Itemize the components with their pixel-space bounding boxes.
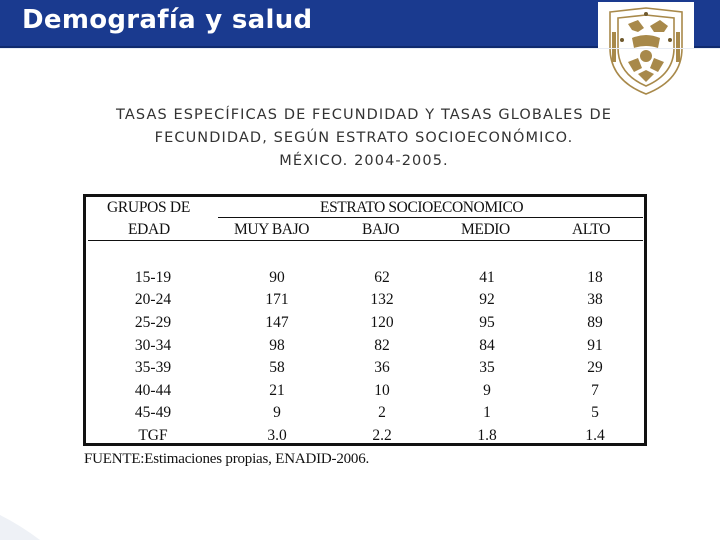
- slide-title-line: TASAS ESPECÍFICAS DE FECUNDIDAD Y TASAS …: [116, 107, 612, 123]
- table-cell: 84: [479, 337, 495, 354]
- table-cell: 21: [269, 382, 285, 399]
- row-label: 40-44: [134, 382, 172, 399]
- table-cell: 36: [374, 359, 390, 376]
- table-cell: 98: [269, 337, 285, 354]
- column-header-bajo: BAJO: [362, 221, 400, 238]
- table-cell: 41: [479, 269, 495, 286]
- row-label: TGF: [138, 427, 168, 444]
- table-cell: 2: [378, 404, 386, 421]
- slide-title-line: MÉXICO. 2004-2005.: [279, 153, 449, 169]
- table-cell: 9: [483, 382, 491, 399]
- row-label: 35-39: [134, 359, 172, 376]
- table-cell: 7: [591, 382, 599, 399]
- table-cell: 58: [269, 359, 285, 376]
- table-cell: 91: [587, 337, 603, 354]
- table-cell: 1.8: [477, 427, 497, 444]
- table-cell: 35: [479, 359, 495, 376]
- table-cell: 95: [479, 314, 495, 331]
- table-cell: 90: [269, 269, 285, 286]
- group-header-stratum: ESTRATO SOCIOECONOMICO: [320, 199, 524, 216]
- table-cell: 92: [479, 291, 495, 308]
- page-title: Demografía y salud: [22, 5, 313, 35]
- header-rule: [218, 217, 643, 218]
- table-cell: 120: [370, 314, 394, 331]
- table-cell: 9: [273, 404, 281, 421]
- fertility-table: [83, 194, 647, 446]
- row-label: 20-24: [134, 291, 172, 308]
- table-cell: 132: [370, 291, 394, 308]
- table-cell: 1.4: [585, 427, 605, 444]
- column-header-muy-bajo: MUY BAJO: [234, 221, 310, 238]
- slide-title-line: FECUNDIDAD, SEGÚN ESTRATO SOCIOECONÓMICO…: [154, 130, 574, 146]
- table-cell: 10: [374, 382, 390, 399]
- table-cell: 1: [483, 404, 491, 421]
- table-cell: 147: [265, 314, 289, 331]
- table-cell: 82: [374, 337, 390, 354]
- header-rule: [88, 240, 643, 241]
- decorative-swoosh: [0, 515, 40, 540]
- table-cell: 29: [587, 359, 603, 376]
- column-header-medio: MEDIO: [461, 221, 510, 238]
- row-header-groups: GRUPOS DE: [107, 199, 190, 216]
- table-cell: 18: [587, 269, 603, 286]
- slide-title: TASAS ESPECÍFICAS DE FECUNDIDAD Y TASAS …: [100, 104, 628, 173]
- table-cell: 2.2: [372, 427, 392, 444]
- row-header-age: EDAD: [128, 221, 170, 238]
- table-cell: 5: [591, 404, 599, 421]
- table-cell: 3.0: [267, 427, 287, 444]
- source-note: FUENTE:Estimaciones propias, ENADID-2006…: [84, 451, 370, 467]
- university-crest-icon: [598, 2, 694, 98]
- table-cell: 89: [587, 314, 603, 331]
- column-header-alto: ALTO: [572, 221, 611, 238]
- row-label: 25-29: [134, 314, 172, 331]
- row-label: 30-34: [134, 337, 172, 354]
- table-cell: 38: [587, 291, 603, 308]
- row-label: 45-49: [134, 404, 172, 421]
- header-divider: [0, 48, 720, 49]
- table-cell: 171: [265, 291, 289, 308]
- table-cell: 62: [374, 269, 390, 286]
- row-label: 15-19: [134, 269, 172, 286]
